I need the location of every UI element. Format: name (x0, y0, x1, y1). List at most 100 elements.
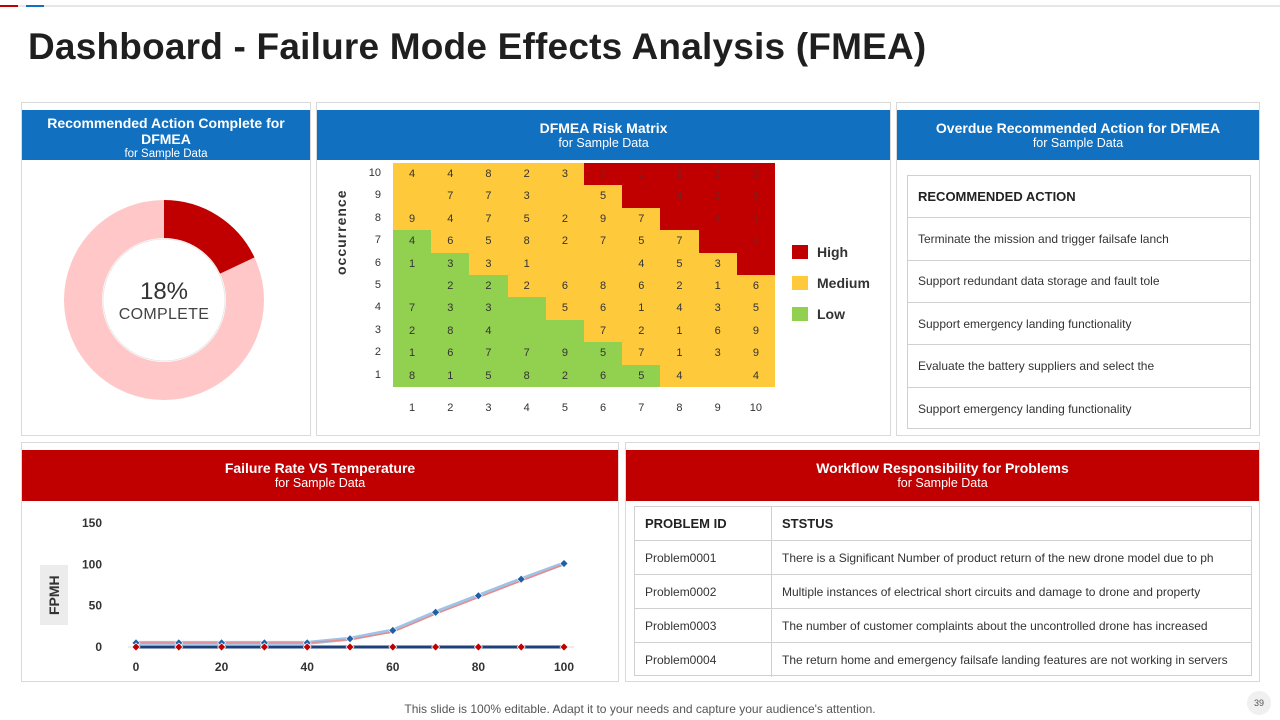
matrix-cell: 3 (469, 297, 508, 320)
matrix-cell: 9 (545, 342, 584, 365)
matrix-cell: 5 (584, 185, 623, 208)
matrix-x-tick: 9 (714, 402, 721, 414)
matrix-y-tick: 2 (374, 346, 381, 359)
matrix-cell: 4 (736, 230, 775, 253)
table-cell: Evaluate the battery suppliers and selec… (918, 358, 1155, 373)
risk-matrix-panel: DFMEA Risk Matrix for Sample Data occurr… (316, 102, 891, 436)
matrix-x-tick: 2 (447, 402, 454, 414)
data-point (473, 591, 483, 601)
matrix-cell: 6 (431, 342, 470, 365)
matrix-cell: 2 (622, 319, 661, 343)
failure-rate-title: Failure Rate VS Temperature (224, 460, 416, 476)
matrix-cell: 1 (393, 252, 432, 275)
accent-red (0, 5, 18, 7)
matrix-cell: 5 (469, 364, 508, 387)
matrix-cell: 1 (431, 364, 470, 387)
matrix-cell: 1 (736, 207, 775, 231)
matrix-cell: 2 (431, 275, 470, 298)
matrix-cell: 9 (393, 207, 432, 231)
matrix-cell (545, 185, 584, 208)
matrix-x-tick: 10 (749, 402, 763, 414)
matrix-y-tick: 8 (374, 211, 381, 224)
data-point (174, 642, 184, 652)
matrix-cell: 4 (393, 163, 432, 186)
matrix-cell: 3 (698, 342, 737, 365)
matrix-cell: 7 (393, 297, 432, 320)
donut-panel: Recommended Action Complete for DFMEA fo… (21, 102, 311, 436)
x-tick-label: 60 (386, 660, 400, 674)
overdue-subtitle: for Sample Data (1032, 136, 1124, 150)
matrix-cell: 4 (698, 207, 737, 231)
matrix-cell: 4 (622, 252, 661, 275)
data-point (345, 642, 355, 652)
donut-percent: 18% (139, 278, 189, 305)
matrix-cell: 9 (584, 207, 623, 231)
matrix-cell: 5 (622, 230, 661, 253)
matrix-cell: 6 (584, 297, 623, 320)
table-cell: Multiple instances of electrical short c… (782, 584, 1201, 599)
matrix-cell: 5 (622, 364, 661, 387)
data-point (388, 626, 398, 635)
table-cell: The return home and emergency failsafe l… (782, 653, 1228, 667)
table-row: Terminate the mission and trigger failsa… (908, 218, 1250, 261)
data-point (217, 642, 227, 652)
donut-svg (64, 200, 264, 400)
workflow-title: Workflow Responsibility for Problems (816, 460, 1069, 476)
matrix-y-tick: 10 (368, 167, 381, 179)
matrix-cell: 1 (507, 252, 546, 275)
matrix-cell: 3 (431, 252, 470, 275)
line-chart-svg: 0 50 100 150 0 20 40 60 80 100 (82, 516, 574, 674)
failure-rate-header: Failure Rate VS Temperature for Sample D… (22, 450, 618, 501)
matrix-cell (584, 252, 623, 275)
matrix-x-tick: 6 (600, 402, 607, 414)
table-cell: Problem0002 (635, 575, 772, 608)
matrix-cell: 3 (698, 163, 737, 186)
overdue-header: Overdue Recommended Action for DFMEA for… (897, 110, 1259, 160)
page-title: Dashboard - Failure Mode Effects Analysi… (28, 26, 927, 67)
matrix-cell: 6 (622, 275, 661, 298)
donut-label: COMPLETE (118, 306, 210, 323)
matrix-cell: 7 (584, 230, 623, 253)
data-point (131, 642, 141, 652)
matrix-y-tick: 7 (374, 234, 381, 247)
matrix-cell: 1 (698, 275, 737, 298)
donut-subtitle: for Sample Data (124, 148, 208, 160)
data-point (302, 642, 312, 652)
legend-label: High (817, 244, 849, 260)
series-line-1 (136, 561, 565, 645)
table-row: Support emergency landing functionality (908, 303, 1250, 346)
matrix-cell (507, 319, 546, 343)
table-cell: Problem0004 (635, 643, 772, 677)
matrix-cell: 8 (507, 230, 546, 253)
matrix-y-tick: 4 (374, 301, 381, 314)
matrix-cell: 9 (736, 342, 775, 365)
matrix-cell: 5 (545, 297, 584, 320)
data-point (559, 559, 569, 568)
matrix-cell: 3 (736, 163, 775, 186)
matrix-cell: 7 (622, 342, 661, 365)
overdue-table: RECOMMENDED ACTION Terminate the mission … (907, 175, 1251, 429)
matrix-y-tick: 3 (374, 323, 381, 336)
legend-swatch (792, 307, 808, 321)
table-row: Problem0002 Multiple instances of electri… (635, 575, 1251, 609)
failure-rate-subtitle: for Sample Data (274, 476, 366, 490)
column-header: PROBLEM ID (635, 507, 772, 540)
matrix-cell: 1 (622, 297, 661, 320)
legend-label: Medium (817, 275, 870, 291)
failure-rate-panel: Failure Rate VS Temperature for Sample D… (21, 442, 619, 682)
matrix-cell: 4 (431, 207, 470, 231)
matrix-cell (393, 275, 432, 298)
matrix-cell: 3 (545, 163, 584, 186)
matrix-cell: 6 (545, 275, 584, 298)
matrix-cell: 8 (431, 319, 470, 343)
table-cell: Support redundant data storage and fault… (918, 274, 1160, 289)
matrix-cell: 8 (507, 364, 546, 387)
workflow-subtitle: for Sample Data (897, 476, 988, 490)
matrix-cell (622, 185, 661, 208)
table-row: Evaluate the battery suppliers and selec… (908, 345, 1250, 388)
risk-matrix-subtitle: for Sample Data (558, 136, 649, 150)
matrix-cell: 2 (393, 319, 432, 343)
matrix-cell: 7 (469, 185, 508, 208)
overdue-panel: Overdue Recommended Action for DFMEA for… (896, 102, 1260, 436)
data-point (431, 607, 441, 617)
